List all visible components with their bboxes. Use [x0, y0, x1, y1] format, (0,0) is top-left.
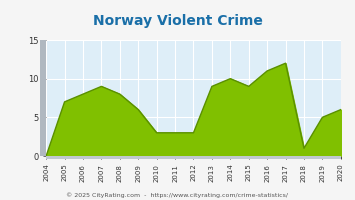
Text: © 2025 CityRating.com  -  https://www.cityrating.com/crime-statistics/: © 2025 CityRating.com - https://www.city…	[66, 192, 289, 198]
Text: Norway Violent Crime: Norway Violent Crime	[93, 14, 262, 28]
